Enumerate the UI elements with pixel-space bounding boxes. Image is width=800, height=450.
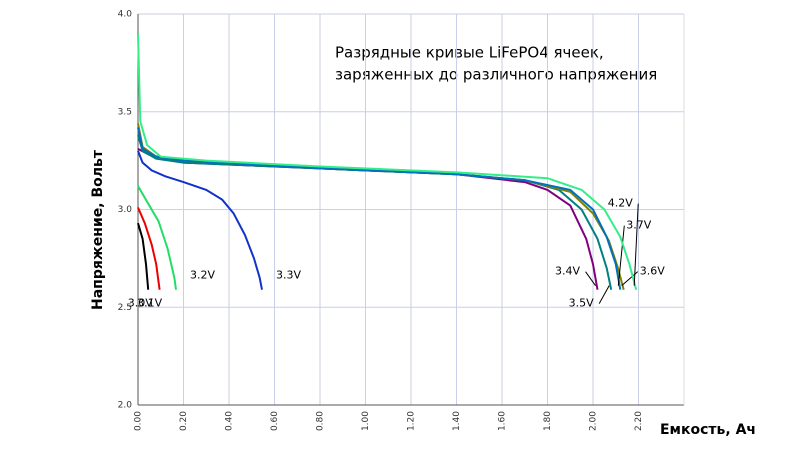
x-tick-label: 0.80 bbox=[316, 411, 326, 431]
series-label: 3.0V bbox=[128, 297, 153, 310]
x-axis-label: Емкость, Ач bbox=[660, 422, 756, 438]
series-line bbox=[137, 127, 622, 290]
leader-line bbox=[598, 285, 610, 304]
series-line bbox=[137, 185, 177, 290]
x-tick-label: 0.20 bbox=[179, 411, 189, 431]
series-label: 3.3V bbox=[276, 269, 301, 282]
x-tick-label: 0.00 bbox=[134, 411, 144, 431]
series-label: 3.5V bbox=[569, 297, 594, 310]
leader-line bbox=[633, 203, 639, 286]
chart-title: заряженных до различного напряжения bbox=[335, 66, 657, 84]
series-line bbox=[137, 150, 263, 290]
x-tick-label: 1.60 bbox=[498, 411, 508, 431]
series-label: 3.6V bbox=[640, 265, 665, 278]
series-line bbox=[137, 222, 150, 290]
chart-title: Разрядные кривые LiFePO4 ячеек, bbox=[335, 44, 604, 62]
series-label: 4.2V bbox=[608, 197, 633, 210]
x-tick-label: 1.40 bbox=[452, 411, 462, 431]
series-line bbox=[137, 33, 638, 290]
y-tick-label: 2.5 bbox=[118, 303, 132, 313]
series-label: 3.2V bbox=[190, 269, 215, 282]
x-tick-label: 0.60 bbox=[270, 411, 280, 431]
series-label: 3.7V bbox=[626, 219, 651, 232]
series-label: 3.4V bbox=[555, 265, 580, 278]
y-tick-label: 4.0 bbox=[118, 10, 133, 20]
series-label: 3.1V bbox=[137, 297, 162, 310]
series-line bbox=[137, 207, 161, 290]
leader-line bbox=[617, 225, 625, 286]
x-tick-label: 0.40 bbox=[225, 411, 235, 431]
x-tick-label: 1.80 bbox=[543, 411, 553, 431]
x-tick-label: 2.00 bbox=[589, 411, 599, 431]
leader-line bbox=[585, 271, 596, 286]
y-tick-label: 3.5 bbox=[118, 107, 132, 117]
x-tick-label: 2.20 bbox=[634, 411, 644, 431]
y-axis-label: Напряжение, Вольт bbox=[90, 149, 106, 310]
y-tick-label: 2.0 bbox=[118, 401, 133, 411]
x-tick-label: 1.20 bbox=[407, 411, 417, 431]
y-tick-label: 3.0 bbox=[118, 205, 133, 215]
x-tick-label: 1.00 bbox=[361, 411, 371, 431]
